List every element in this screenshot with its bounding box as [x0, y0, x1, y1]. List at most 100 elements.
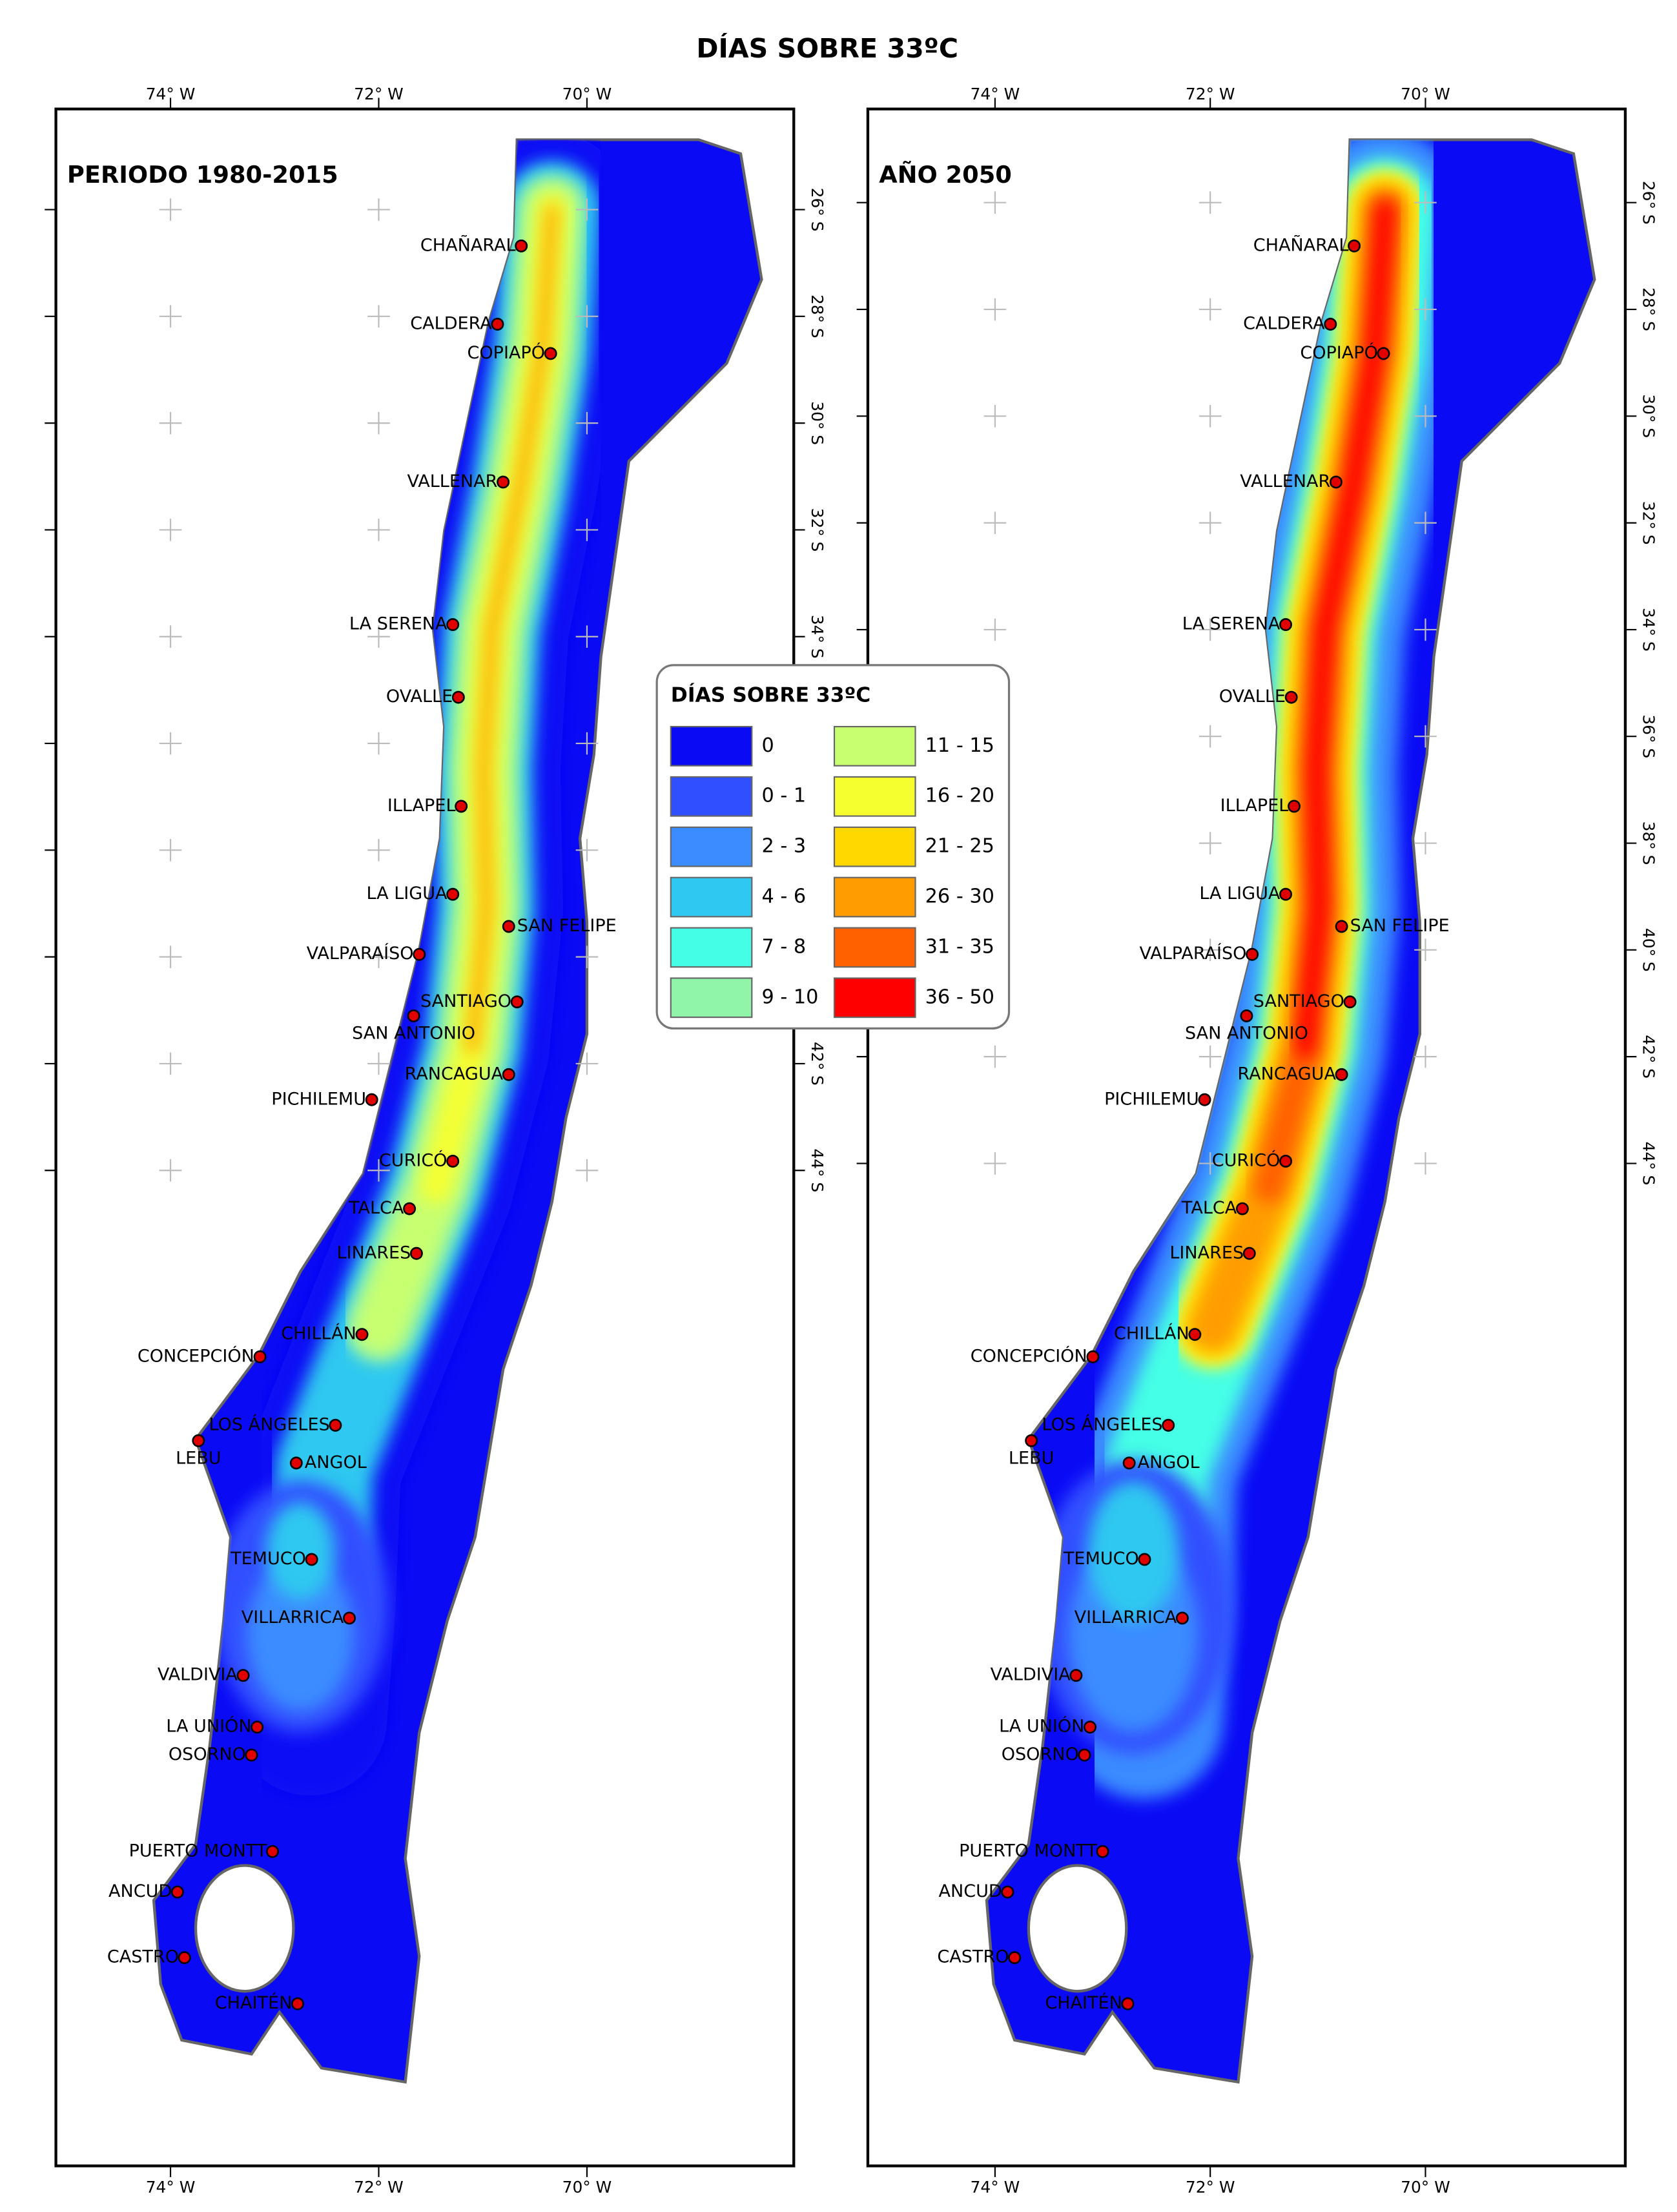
- city-marker: [1348, 239, 1361, 253]
- graticule-cross: [367, 732, 390, 755]
- city-marker: [1246, 947, 1259, 961]
- climate-band: [1295, 200, 1395, 1058]
- latitude-label: 34° S: [808, 615, 827, 659]
- latitude-label: 26° S: [1640, 181, 1658, 225]
- panel-title: PERIODO 1980-2015: [67, 161, 338, 189]
- city-label: VALDIVIA: [158, 1665, 238, 1685]
- city-label: CURICÓ: [1212, 1150, 1281, 1170]
- city-marker: [245, 1748, 258, 1762]
- city-marker: [1025, 1434, 1038, 1447]
- city-label: VALLENAR: [407, 471, 497, 491]
- graticule-cross: [159, 1052, 182, 1075]
- legend-label: 0 - 1: [761, 785, 806, 807]
- city-label: CHAITÉN: [1045, 1992, 1122, 2013]
- latitude-label: 32° S: [1640, 501, 1658, 545]
- longitude-label: 70° W: [562, 85, 612, 103]
- city-marker: [1279, 1155, 1292, 1168]
- legend-label: 11 - 15: [925, 734, 994, 757]
- map-panel: PERIODO 1980-2015 74° W 74° W 72° W 72° W 70°…: [45, 85, 827, 2196]
- graticule-cross: [1199, 405, 1222, 428]
- city-label: CONCEPCIÓN: [138, 1345, 254, 1366]
- city-label: CALDERA: [1243, 313, 1325, 333]
- legend: DÍAS SOBRE 33ºC 0 0 - 1 2 - 3 4 - 6 7 - 8 9 - …: [655, 664, 1011, 1030]
- city-marker: [1198, 1093, 1211, 1106]
- city-marker: [236, 1669, 250, 1682]
- city-marker: [1335, 920, 1348, 933]
- city-label: LA SERENA: [1182, 614, 1281, 634]
- city-label: ANCUD: [108, 1881, 172, 1901]
- city-label: PICHILEMU: [271, 1089, 366, 1109]
- graticule-cross: [1199, 725, 1222, 748]
- city-marker: [1343, 995, 1357, 1009]
- climate-bands: [212, 140, 629, 1796]
- legend-swatch: [833, 776, 916, 817]
- city-label: LA LIGUA: [1199, 884, 1281, 904]
- latitude-label: 36° S: [1640, 714, 1658, 758]
- city-label: PUERTO MONTT: [129, 1841, 267, 1861]
- city-label: LOS ÁNGELES: [209, 1414, 330, 1434]
- graticule-cross: [1199, 832, 1222, 854]
- city-label: SAN FELIPE: [517, 916, 617, 936]
- map-panel: AÑO 2050 74° W 74° W 72° W 72° W 70° W 70° W 26…: [856, 85, 1658, 2196]
- latitude-label: 28° S: [808, 295, 827, 338]
- city-label: ANGOL: [305, 1452, 367, 1473]
- graticule-cross: [367, 1052, 390, 1075]
- city-label: COPIAPÓ: [468, 342, 546, 363]
- graticule-cross: [159, 519, 182, 541]
- city-label: CASTRO: [107, 1947, 179, 1967]
- city-marker: [1069, 1669, 1083, 1682]
- graticule-cross: [983, 298, 1007, 321]
- city-label: ANCUD: [939, 1881, 1002, 1901]
- graticule-cross: [1414, 298, 1437, 321]
- city-marker: [291, 1997, 304, 2010]
- city-label: LA SERENA: [349, 614, 448, 634]
- city-marker: [1377, 347, 1390, 360]
- graticule-cross: [575, 305, 599, 328]
- graticule-cross: [1414, 512, 1437, 534]
- southern-zone: [1087, 1481, 1179, 1621]
- graticule-cross: [1414, 832, 1437, 854]
- latitude-label: 26° S: [808, 188, 827, 232]
- climate-bands: [1034, 140, 1466, 1799]
- city-marker: [515, 239, 528, 253]
- city-label: VILLARRICA: [242, 1607, 344, 1628]
- city-marker: [1188, 1328, 1202, 1341]
- city-marker: [253, 1350, 267, 1363]
- figure-title: DÍAS SOBRE 33ºC: [696, 33, 958, 64]
- graticule-cross: [159, 732, 182, 755]
- graticule-cross: [983, 191, 1007, 214]
- island-gap: [194, 1864, 295, 1993]
- city-marker: [1279, 618, 1292, 632]
- graticule-cross: [159, 946, 182, 968]
- graticule-cross: [983, 1045, 1007, 1068]
- city-label: OVALLE: [1219, 687, 1286, 707]
- city-marker: [446, 618, 460, 632]
- legend-swatch: [833, 826, 916, 867]
- city-marker: [1324, 318, 1337, 331]
- latitude-label: 38° S: [1640, 822, 1658, 865]
- longitude-label: 74° W: [971, 85, 1020, 103]
- graticule-cross: [367, 625, 390, 648]
- graticule-cross: [1199, 512, 1222, 534]
- graticule-cross: [983, 618, 1007, 641]
- city-marker: [1175, 1611, 1189, 1625]
- longitude-label: 74° W: [146, 85, 196, 103]
- city-label: CASTRO: [937, 1947, 1009, 1967]
- latitude-label: 34° S: [1640, 608, 1658, 652]
- city-marker: [413, 947, 426, 961]
- city-marker: [1078, 1748, 1091, 1762]
- city-label: CALDERA: [410, 313, 492, 333]
- legend-swatch: [670, 776, 753, 817]
- graticule-cross: [1199, 938, 1222, 962]
- city-label: SAN ANTONIO: [1185, 1024, 1308, 1044]
- city-label: COPIAPÓ: [1300, 342, 1378, 363]
- longitude-label: 72° W: [1186, 85, 1235, 103]
- city-label: CHILLÁN: [281, 1323, 356, 1344]
- legend-swatch: [833, 927, 916, 968]
- city-label: CONCEPCIÓN: [971, 1345, 1087, 1366]
- city-marker: [451, 690, 465, 704]
- graticule-cross: [575, 1052, 599, 1075]
- graticule-cross: [1414, 938, 1437, 962]
- city-label: VALPARAÍSO: [1139, 943, 1246, 964]
